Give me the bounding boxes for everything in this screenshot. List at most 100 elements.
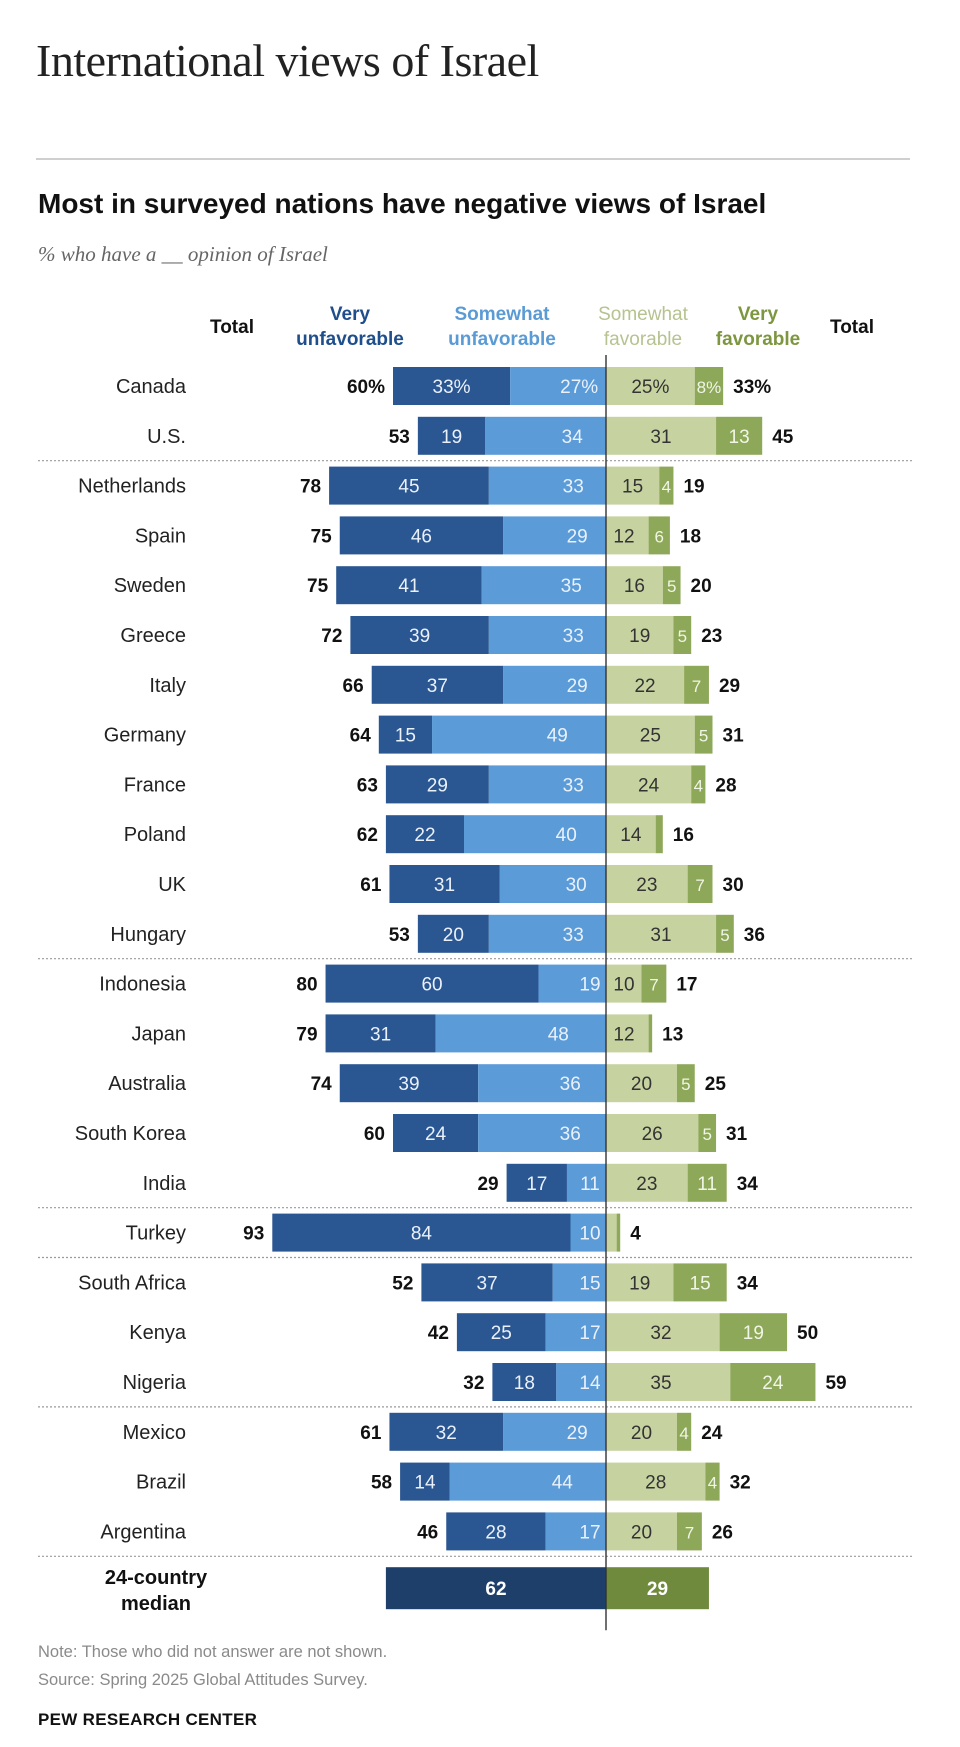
bar-somewhat-favorable-france bbox=[606, 765, 692, 804]
country-label-japan: Japan bbox=[132, 1023, 187, 1045]
total-unfavorable-canada: 60% bbox=[347, 377, 385, 398]
bar-somewhat-favorable-south-africa bbox=[606, 1263, 674, 1302]
header-somewhat-unfavorable-line2: unfavorable bbox=[448, 329, 556, 350]
bar-somewhat-favorable-brazil bbox=[606, 1462, 706, 1501]
value-somewhat-unfavorable-netherlands: 33 bbox=[563, 477, 584, 498]
bar-very-unfavorable-australia bbox=[339, 1064, 479, 1103]
country-label-france: France bbox=[124, 774, 186, 796]
value-somewhat-favorable-nigeria: 35 bbox=[650, 1373, 671, 1394]
bar-very-favorable-germany bbox=[694, 715, 713, 754]
bar-very-unfavorable-brazil bbox=[400, 1462, 450, 1501]
bar-somewhat-favorable-indonesia bbox=[606, 964, 642, 1003]
bar-somewhat-favorable-south-korea bbox=[606, 1114, 699, 1152]
country-label-south-korea: South Korea bbox=[75, 1123, 187, 1145]
value-somewhat-favorable-canada: 25% bbox=[631, 377, 669, 398]
value-somewhat-unfavorable-greece: 33 bbox=[563, 626, 584, 647]
country-label-canada: Canada bbox=[116, 376, 187, 398]
country-label-germany: Germany bbox=[104, 725, 186, 747]
bar-somewhat-unfavorable-france bbox=[488, 765, 606, 804]
bar-somewhat-unfavorable-mexico bbox=[503, 1412, 606, 1451]
total-unfavorable-spain: 75 bbox=[311, 526, 333, 547]
bar-somewhat-unfavorable-canada bbox=[510, 367, 606, 405]
value-very-unfavorable-poland: 22 bbox=[414, 825, 435, 846]
bar-somewhat-favorable-poland bbox=[606, 815, 656, 854]
bar-very-favorable-south-korea bbox=[698, 1114, 717, 1152]
bar-very-unfavorable-canada bbox=[393, 367, 511, 405]
total-favorable-india: 34 bbox=[737, 1174, 759, 1195]
total-unfavorable-mexico: 61 bbox=[360, 1423, 382, 1444]
bar-very-unfavorable-japan bbox=[325, 1014, 436, 1053]
value-very-favorable-indonesia: 7 bbox=[649, 976, 658, 995]
bar-somewhat-unfavorable-poland bbox=[464, 815, 606, 854]
bar-somewhat-unfavorable-argentina bbox=[545, 1512, 606, 1551]
value-very-unfavorable-hungary: 20 bbox=[443, 925, 464, 946]
country-label-u-s-: U.S. bbox=[147, 426, 186, 448]
bar-very-favorable-nigeria bbox=[730, 1363, 816, 1401]
bar-somewhat-unfavorable-south-korea bbox=[478, 1114, 606, 1152]
value-somewhat-favorable-u-s-: 31 bbox=[650, 427, 671, 448]
total-favorable-germany: 31 bbox=[723, 726, 745, 747]
header-very-unfavorable-line2: unfavorable bbox=[296, 329, 404, 350]
value-very-favorable-south-korea: 5 bbox=[702, 1125, 711, 1144]
value-somewhat-favorable-south-korea: 26 bbox=[642, 1124, 663, 1145]
value-very-favorable-u-s-: 13 bbox=[729, 427, 750, 448]
value-very-favorable-greece: 5 bbox=[678, 627, 687, 646]
bar-somewhat-favorable-japan bbox=[606, 1014, 649, 1053]
country-label-argentina: Argentina bbox=[100, 1521, 186, 1543]
total-favorable-netherlands: 19 bbox=[683, 477, 704, 498]
bar-very-unfavorable-greece bbox=[350, 616, 489, 654]
value-somewhat-favorable-hungary: 31 bbox=[650, 925, 671, 946]
header-somewhat-favorable-line2: favorable bbox=[604, 329, 682, 350]
value-very-favorable-sweden: 5 bbox=[667, 577, 676, 596]
bar-somewhat-favorable-netherlands bbox=[606, 466, 660, 505]
total-unfavorable-south-korea: 60 bbox=[364, 1124, 385, 1145]
value-very-favorable-mexico: 4 bbox=[679, 1424, 688, 1443]
value-very-unfavorable-south-africa: 37 bbox=[477, 1273, 498, 1294]
bar-very-favorable-hungary bbox=[716, 914, 734, 953]
value-somewhat-favorable-indonesia: 10 bbox=[613, 975, 634, 996]
value-very-favorable-canada: 8% bbox=[697, 378, 722, 397]
bar-median-favorable bbox=[606, 1567, 709, 1610]
value-somewhat-unfavorable-hungary: 33 bbox=[563, 925, 584, 946]
country-label-sweden: Sweden bbox=[114, 575, 186, 597]
bar-somewhat-unfavorable-kenya bbox=[545, 1313, 606, 1352]
bar-somewhat-favorable-italy bbox=[606, 665, 685, 704]
bar-very-favorable-japan bbox=[648, 1014, 653, 1053]
total-favorable-turkey: 4 bbox=[630, 1224, 641, 1245]
value-somewhat-favorable-germany: 25 bbox=[640, 726, 661, 747]
value-somewhat-unfavorable-mexico: 29 bbox=[567, 1423, 588, 1444]
brand-logo-text: PEW RESEARCH CENTER bbox=[38, 1710, 258, 1729]
value-very-favorable-australia: 5 bbox=[681, 1075, 690, 1094]
bar-somewhat-unfavorable-hungary bbox=[488, 914, 606, 953]
value-very-unfavorable-south-korea: 24 bbox=[425, 1124, 447, 1145]
bar-very-favorable-sweden bbox=[662, 566, 681, 605]
country-label-turkey: Turkey bbox=[126, 1223, 186, 1245]
country-label-poland: Poland bbox=[124, 824, 186, 846]
bar-very-favorable-greece bbox=[673, 616, 692, 654]
bar-very-unfavorable-hungary bbox=[417, 914, 489, 953]
value-somewhat-favorable-south-africa: 19 bbox=[629, 1273, 650, 1294]
value-very-unfavorable-italy: 37 bbox=[427, 676, 448, 697]
value-somewhat-unfavorable-france: 33 bbox=[563, 775, 584, 796]
value-very-unfavorable-france: 29 bbox=[427, 775, 448, 796]
bar-very-favorable-france bbox=[691, 765, 706, 804]
header-very-unfavorable-line1: Very bbox=[330, 304, 371, 325]
chart-subtitle: % who have a __ opinion of Israel bbox=[38, 242, 328, 266]
value-somewhat-favorable-mexico: 20 bbox=[631, 1423, 652, 1444]
country-label-netherlands: Netherlands bbox=[78, 476, 186, 498]
value-somewhat-unfavorable-turkey: 10 bbox=[579, 1224, 600, 1245]
value-somewhat-favorable-australia: 20 bbox=[631, 1074, 652, 1095]
bar-somewhat-unfavorable-sweden bbox=[481, 566, 606, 605]
bar-very-favorable-spain bbox=[648, 516, 670, 555]
value-very-favorable-kenya: 19 bbox=[743, 1323, 764, 1344]
value-very-unfavorable-canada: 33% bbox=[433, 377, 471, 398]
value-very-favorable-spain: 6 bbox=[655, 527, 664, 546]
value-very-favorable-germany: 5 bbox=[699, 727, 708, 746]
total-favorable-south-korea: 31 bbox=[726, 1124, 748, 1145]
bar-very-favorable-u-s- bbox=[716, 416, 763, 455]
bar-very-unfavorable-spain bbox=[339, 516, 504, 555]
bar-somewhat-unfavorable-brazil bbox=[449, 1462, 606, 1501]
value-somewhat-unfavorable-indonesia: 19 bbox=[579, 975, 600, 996]
total-favorable-uk: 30 bbox=[723, 875, 744, 896]
total-favorable-greece: 23 bbox=[701, 626, 722, 647]
